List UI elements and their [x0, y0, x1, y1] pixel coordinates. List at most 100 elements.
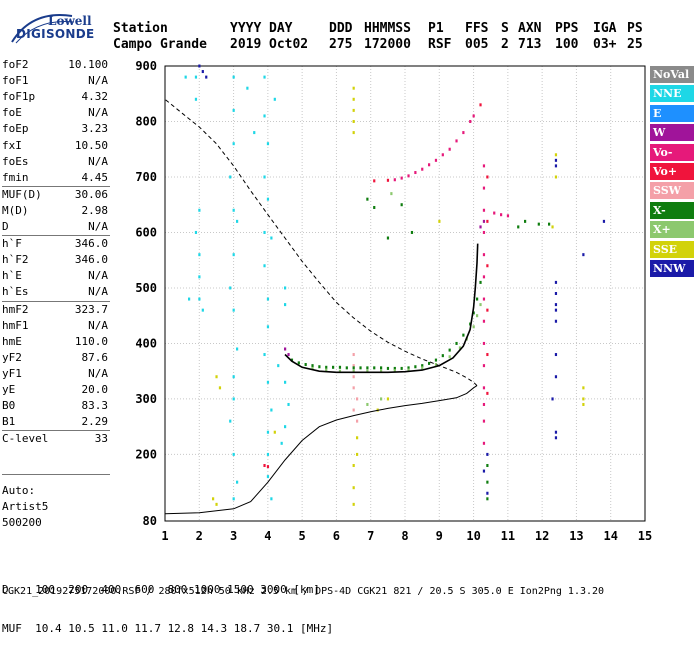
- logo-arc-icon: [11, 14, 75, 44]
- echo-point: [215, 502, 218, 506]
- echo-point: [537, 222, 540, 226]
- echo-point: [218, 386, 222, 390]
- echo-point: [386, 397, 390, 401]
- param-key: hmF2: [2, 302, 29, 316]
- echo-point: [287, 402, 290, 406]
- y-tick-label: 500: [135, 281, 157, 295]
- lowell-digisonde-logo: Lowell DIGISONDE: [2, 6, 102, 48]
- echo-point: [352, 131, 355, 135]
- param-value: 4.32: [81, 90, 109, 104]
- echo-point: [551, 397, 554, 401]
- echo-point: [482, 164, 486, 168]
- echo-point: [201, 308, 204, 312]
- param-row: h`F 346.0: [2, 237, 108, 253]
- echo-point: [554, 436, 558, 440]
- echo-point: [194, 230, 198, 234]
- param-separator: [2, 300, 110, 302]
- echo-point: [438, 219, 441, 223]
- echo-point: [602, 219, 606, 223]
- param-value: 10.50: [74, 138, 108, 152]
- echo-point: [386, 178, 390, 182]
- echo-point: [366, 369, 369, 373]
- echo-point: [232, 108, 235, 112]
- echo-point: [236, 480, 239, 484]
- iga-value: 03+: [593, 37, 617, 52]
- echo-point: [201, 70, 204, 74]
- echo-point: [582, 402, 585, 406]
- echo-point: [352, 97, 355, 101]
- param-value: N/A: [88, 220, 108, 233]
- day-label: DAY: [269, 21, 293, 36]
- echo-point: [352, 108, 355, 112]
- echo-point: [421, 167, 424, 171]
- header-block: Station Campo Grande YYYY 2019 DAY Oct02…: [113, 21, 643, 396]
- echo-point: [290, 358, 294, 362]
- echo-point: [434, 363, 438, 367]
- echo-point: [263, 230, 266, 234]
- ps-label: PS: [627, 21, 643, 36]
- echo-point: [352, 408, 355, 412]
- echo-point: [194, 97, 198, 101]
- echo-point: [263, 353, 266, 357]
- param-row: h`Es N/A: [2, 285, 108, 301]
- echo-point: [554, 292, 558, 295]
- echo-point: [400, 366, 403, 370]
- echo-point: [482, 441, 486, 445]
- s-label: S: [501, 21, 509, 36]
- echo-point: [352, 86, 355, 90]
- echo-point: [198, 253, 201, 257]
- legend-item: Vo+: [650, 162, 694, 180]
- echo-point: [194, 75, 198, 79]
- y-tick-label: 80: [143, 514, 157, 528]
- legend-item: NNW: [650, 259, 694, 277]
- echo-point: [441, 354, 444, 358]
- echo-point: [554, 303, 558, 307]
- logo-line-2: DIGISONDE: [16, 27, 95, 41]
- param-key: h`Es: [2, 285, 29, 299]
- echo-point: [554, 319, 558, 323]
- echo-point: [500, 213, 503, 217]
- echo-point: [352, 364, 355, 368]
- echo-point: [482, 297, 486, 301]
- param-row: foEp 3.23: [2, 122, 108, 138]
- echo-point: [273, 430, 276, 434]
- echo-point: [428, 361, 431, 365]
- param-key: B0: [2, 399, 16, 413]
- echo-point: [462, 131, 465, 135]
- echo-point: [373, 205, 376, 209]
- echo-point: [407, 368, 410, 372]
- legend-item: NNE: [650, 85, 694, 103]
- param-row: h`F2 346.0: [2, 253, 108, 269]
- echo-point: [205, 75, 208, 79]
- param-value: N/A: [88, 285, 108, 299]
- echo-point: [554, 375, 558, 379]
- param-value: N/A: [88, 74, 108, 88]
- echo-point: [428, 163, 431, 167]
- param-key: foE: [2, 106, 22, 120]
- echo-point: [462, 333, 465, 337]
- echo-point: [386, 366, 390, 370]
- echo-point: [266, 452, 270, 456]
- echo-point: [352, 375, 355, 379]
- param-value: 87.6: [81, 350, 109, 364]
- echo-point: [482, 402, 486, 406]
- echo-point: [524, 219, 527, 223]
- echo-point: [232, 75, 235, 79]
- x-tick-label: 4: [264, 529, 271, 543]
- x-tick-label: 5: [299, 529, 306, 543]
- param-row: fxI 10.50: [2, 139, 108, 155]
- echo-point: [232, 308, 235, 312]
- param-key: MUF(D): [2, 187, 42, 201]
- echo-point: [548, 222, 551, 226]
- echo-point: [325, 365, 328, 369]
- echo-point: [284, 425, 287, 429]
- param-row: MUF(D) 30.06: [2, 188, 108, 204]
- echo-point: [582, 386, 585, 390]
- echo-point: [448, 348, 451, 352]
- echo-point: [356, 436, 359, 440]
- param-key: hmE: [2, 334, 22, 348]
- echo-point: [232, 375, 235, 379]
- echo-point: [352, 486, 355, 490]
- echo-point: [482, 208, 486, 212]
- legend-item: Vo-: [650, 143, 694, 161]
